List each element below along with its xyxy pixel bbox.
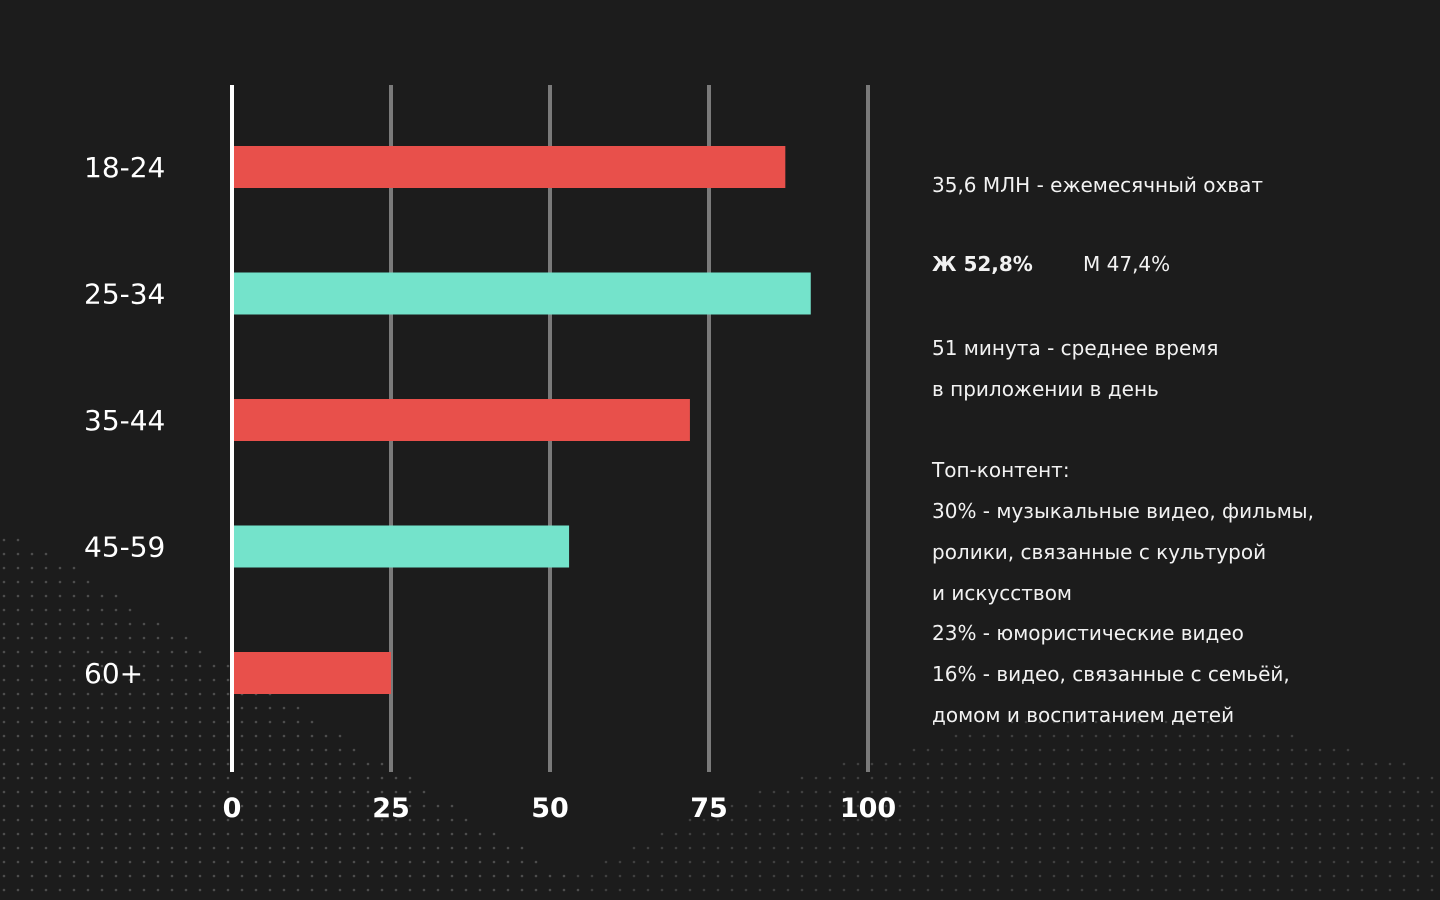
time-in-app-line-1: 51 минута - среднее время <box>932 336 1219 360</box>
category-label: 25-34 <box>84 278 165 311</box>
category-label: 35-44 <box>84 404 165 437</box>
top-content-title: Топ-контент: <box>932 458 1070 482</box>
top-content-line: домом и воспитанием детей <box>932 703 1235 727</box>
top-content-line: 23% - юмористические видео <box>932 621 1244 645</box>
x-tick-label: 50 <box>531 793 569 824</box>
x-tick-label: 0 <box>223 793 242 824</box>
gender-male-stat: М 47,4% <box>1083 252 1171 276</box>
time-in-app-line-2: в приложении в день <box>932 377 1159 401</box>
category-label: 60+ <box>84 657 143 690</box>
x-tick-label: 75 <box>690 793 728 824</box>
bar-35-44 <box>234 399 690 441</box>
top-content-line: и искусством <box>932 581 1073 605</box>
gender-split: Ж 52,8% М 47,4% <box>932 254 1332 278</box>
x-tick-labels: 0 25 50 75 100 <box>223 793 897 824</box>
monthly-reach-text: 35,6 МЛН - ежемесячный охват <box>932 173 1264 197</box>
bar-25-34 <box>234 272 811 315</box>
category-label: 18-24 <box>84 151 165 184</box>
bar-18-24 <box>234 146 786 188</box>
gender-female-stat: Ж 52,8% <box>932 252 1033 276</box>
x-tick-label: 100 <box>840 793 896 824</box>
category-labels: 18-24 25-34 35-44 45-59 60+ <box>84 151 165 690</box>
bars <box>234 146 811 694</box>
bar-60+ <box>234 652 391 694</box>
bar-45-59 <box>234 525 570 568</box>
top-content-line: 30% - музыкальные видео, фильмы, <box>932 499 1314 523</box>
top-content-line: ролики, связанные с культурой <box>932 540 1267 564</box>
x-tick-label: 25 <box>372 793 410 824</box>
top-content-line: 16% - видео, связанные с семьёй, <box>932 662 1290 686</box>
category-label: 45-59 <box>84 531 165 564</box>
